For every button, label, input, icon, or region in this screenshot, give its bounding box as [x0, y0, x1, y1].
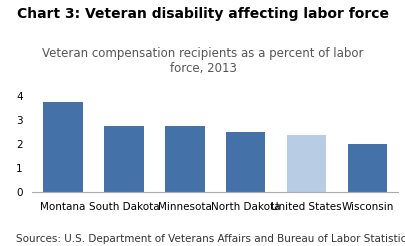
Text: Sources: U.S. Department of Veterans Affairs and Bureau of Labor Statistics: Sources: U.S. Department of Veterans Aff…	[16, 233, 405, 244]
Bar	[104, 126, 143, 192]
Bar	[286, 135, 326, 192]
Bar	[43, 102, 83, 192]
Bar	[225, 132, 265, 192]
Text: Veteran compensation recipients as a percent of labor
force, 2013: Veteran compensation recipients as a per…	[42, 47, 363, 75]
Text: Chart 3: Veteran disability affecting labor force: Chart 3: Veteran disability affecting la…	[17, 7, 388, 21]
Bar	[164, 126, 204, 192]
Bar	[347, 144, 386, 192]
